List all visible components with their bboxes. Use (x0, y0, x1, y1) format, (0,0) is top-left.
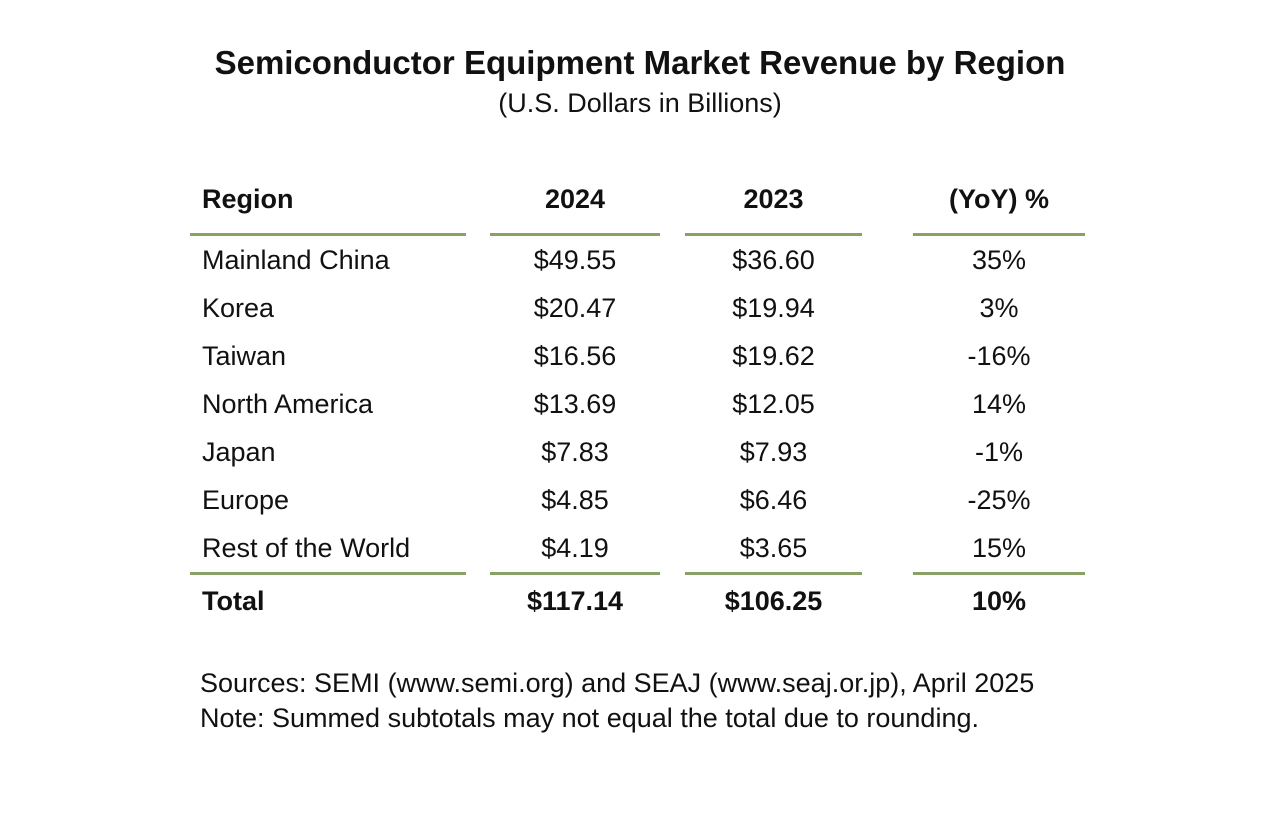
note-text: Note: Summed subtotals may not equal the… (200, 703, 979, 733)
yoy-cell: 3% (979, 293, 1019, 323)
table-total-row: Total $117.14 $106.25 10% (190, 572, 1085, 622)
value-2024-cell: $4.19 (541, 533, 609, 563)
yoy-cell: 15% (971, 533, 1027, 563)
value-2024-cell: $7.83 (541, 437, 609, 467)
column-header-2024: 2024 (490, 178, 660, 236)
region-cell: Mainland China (202, 245, 390, 275)
value-2023-cell: $7.93 (739, 437, 808, 467)
value-2023-cell: $19.62 (732, 341, 815, 371)
value-2024-cell: $20.47 (533, 293, 617, 323)
column-header-yoy: (YoY) % (913, 178, 1085, 236)
sources-text: Sources: SEMI (www.semi.org) and SEAJ (w… (200, 668, 1035, 698)
region-cell: Korea (202, 293, 275, 323)
total-2024-cell: $117.14 (490, 572, 660, 622)
yoy-cell: 35% (971, 245, 1027, 275)
value-2023-cell: $6.46 (739, 485, 808, 515)
value-2023-cell: $12.05 (732, 389, 815, 419)
value-2023-cell: $3.65 (739, 533, 808, 563)
column-header-2023: 2023 (685, 178, 862, 236)
region-cell: Japan (202, 437, 276, 467)
value-2024-cell: $13.69 (533, 389, 617, 419)
value-2024-cell: $49.55 (533, 245, 617, 275)
page-title: Semiconductor Equipment Market Revenue b… (214, 44, 1066, 81)
region-cell: Rest of the World (202, 533, 411, 563)
title-block: Semiconductor Equipment Market Revenue b… (0, 44, 1280, 118)
region-cell: Europe (202, 485, 290, 515)
table-row-europe: Europe $4.85 $6.46 -25% (190, 476, 1085, 524)
value-2023-cell: $19.94 (732, 293, 815, 323)
total-yoy-cell: 10% (913, 572, 1085, 622)
footer-block: Sources: SEMI (www.semi.org) and SEAJ (w… (200, 666, 1034, 736)
column-header-region: Region (190, 178, 466, 236)
revenue-table: Region 2024 2023 (YoY) % Mainland China … (190, 178, 1085, 622)
yoy-cell: -1% (974, 437, 1023, 467)
region-cell: North America (202, 389, 374, 419)
region-cell: Taiwan (202, 341, 287, 371)
page-subtitle: (U.S. Dollars in Billions) (498, 88, 782, 118)
table-row-taiwan: Taiwan $16.56 $19.62 -16% (190, 332, 1085, 380)
yoy-cell: -25% (967, 485, 1031, 515)
total-2023-cell: $106.25 (685, 572, 862, 622)
table-row-mainland-china: Mainland China $49.55 $36.60 35% (190, 236, 1085, 284)
table-row-north-america: North America $13.69 $12.05 14% (190, 380, 1085, 428)
table-row-korea: Korea $20.47 $19.94 3% (190, 284, 1085, 332)
table-row-japan: Japan $7.83 $7.93 -1% (190, 428, 1085, 476)
yoy-cell: -16% (967, 341, 1031, 371)
table-header-row: Region 2024 2023 (YoY) % (190, 178, 1085, 236)
value-2024-cell: $16.56 (533, 341, 617, 371)
value-2023-cell: $36.60 (732, 245, 815, 275)
table-row-rest-of-world: Rest of the World $4.19 $3.65 15% (190, 524, 1085, 572)
yoy-cell: 14% (971, 389, 1027, 419)
total-label-cell: Total (190, 572, 466, 622)
value-2024-cell: $4.85 (541, 485, 609, 515)
